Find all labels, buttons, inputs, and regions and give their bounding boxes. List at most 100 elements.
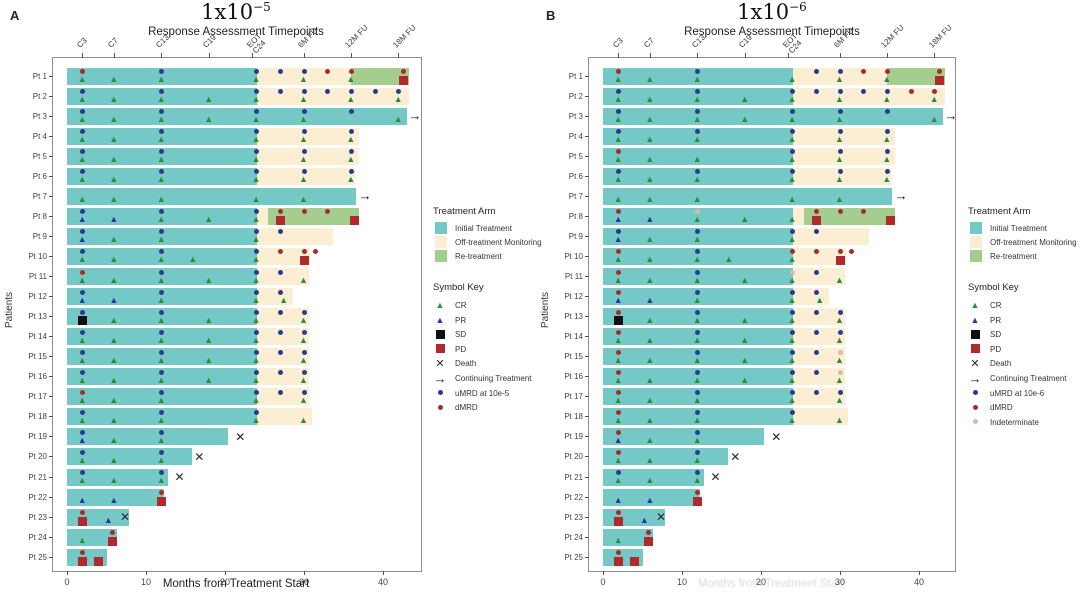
cr-triangle-marker: ▲ (692, 475, 702, 485)
arrow-icon: → (433, 370, 447, 386)
pr-triangle-marker: ▲ (613, 214, 623, 225)
pr-triangle-marker: ▲ (645, 495, 655, 506)
patient-label: Pt 8 (568, 211, 583, 221)
umrd-dot (254, 69, 260, 74)
dmrd-dot (325, 209, 331, 215)
bar-re-treatment (268, 207, 360, 225)
patient-tick (585, 356, 589, 358)
cr-triangle-marker: ▲ (156, 414, 166, 425)
x-tick-label: 0 (64, 577, 70, 587)
cr-triangle-marker: ▲ (204, 314, 214, 325)
pr-triangle-marker: ▲ (109, 214, 119, 225)
legend-symbol-label: Indeterminate (990, 417, 1039, 427)
umrd-dot (159, 209, 165, 215)
patient-tick (585, 436, 589, 438)
cr-triangle-marker: ▲ (251, 94, 261, 105)
patient-tick (585, 376, 589, 378)
cr-triangle-marker: ▲ (251, 334, 261, 345)
x-tick (918, 571, 920, 575)
cr-triangle-marker: ▲ (299, 354, 308, 365)
umrd-dot (616, 129, 622, 135)
umrd-dot (80, 449, 86, 455)
umrd-dot (790, 409, 796, 415)
pr-triangle-marker: ▲ (109, 495, 119, 506)
umrd-dot (813, 389, 819, 395)
umrd-dot (837, 149, 843, 155)
bar-initial-treatment (603, 127, 793, 145)
bar-initial-treatment (67, 288, 257, 306)
cr-triangle-marker: ▲ (109, 194, 119, 205)
bar-off-treatment-monitoring (256, 87, 410, 105)
umrd-dot (80, 429, 86, 435)
cr-triangle-marker: ▲ (346, 74, 356, 84)
legend-swatch-re (970, 250, 982, 262)
cr-triangle-marker: ▲ (204, 354, 214, 365)
pd-square-marker (78, 516, 88, 526)
dmrd-dot (646, 530, 652, 536)
umrd-dot (80, 169, 86, 175)
umrd-dot (861, 89, 867, 95)
dmrd-dot (301, 249, 307, 255)
umrd-dot (396, 89, 402, 95)
bar-initial-treatment (603, 227, 793, 245)
death-x-marker: ✕ (235, 429, 246, 444)
x-tick (66, 571, 68, 575)
cr-triangle-marker: ▲ (835, 374, 844, 385)
cr-triangle-marker: ▲ (645, 475, 655, 485)
cr-triangle-marker: ▲ (77, 114, 87, 125)
bar-off-treatment-monitoring (792, 207, 805, 225)
umrd-dot (159, 129, 165, 135)
cr-triangle-marker: ▲ (77, 254, 87, 265)
pd-square-marker (108, 536, 118, 546)
pd-square-marker (630, 556, 640, 566)
umrd-dot (695, 289, 701, 295)
cr-triangle-marker: ▲ (204, 94, 214, 105)
umrd-dot (348, 109, 354, 115)
patient-label: Pt 15 (564, 352, 583, 362)
legend-symbol-label: PR (455, 315, 467, 325)
timepoint-tick (398, 53, 400, 58)
bar-initial-treatment (67, 308, 257, 326)
patient-label: Pt 16 (28, 372, 47, 382)
patient-tick (49, 135, 53, 137)
cr-triangle-marker: ▲ (251, 294, 261, 305)
umrd-dot (159, 470, 165, 475)
patient-label: Pt 4 (568, 131, 583, 141)
bar-initial-treatment (603, 207, 793, 225)
cr-triangle-marker: ▲ (645, 334, 655, 345)
bar-initial-treatment (67, 207, 257, 225)
cr-triangle-marker: ▲ (188, 254, 198, 265)
umrd-dot (277, 89, 283, 95)
umrd-dot (348, 169, 354, 175)
umrd-dot (837, 329, 843, 335)
timepoint-tick (839, 53, 841, 58)
patient-tick (585, 316, 589, 318)
bar-initial-treatment (67, 67, 257, 85)
timepoint-label: C7 (642, 35, 657, 50)
umrd-dot (372, 89, 378, 95)
timepoint-tick (649, 53, 651, 58)
cr-triangle-marker: ▲ (251, 134, 261, 145)
cr-triangle-marker: ▲ (299, 154, 308, 165)
cr-triangle-marker: ▲ (251, 414, 261, 425)
cr-triangle-marker: ▲ (613, 414, 623, 425)
pd-square-marker (835, 255, 845, 265)
death-x-marker: ✕ (119, 510, 131, 525)
cr-triangle-marker: ▲ (740, 354, 750, 365)
cr-triangle-marker: ▲ (692, 134, 702, 145)
x-tick (145, 571, 147, 575)
patient-tick (585, 95, 589, 97)
legend-symbol-label: dMRD (455, 403, 478, 413)
bar-off-treatment-monitoring (256, 227, 334, 245)
cr-triangle-marker: ▲ (77, 74, 87, 84)
bar-initial-treatment (603, 107, 943, 125)
umrd-dot (277, 349, 283, 355)
bar-initial-treatment (67, 127, 257, 145)
cr-triangle-marker: ▲ (835, 114, 844, 125)
sd-square-marker (614, 316, 624, 326)
x-tick-label: 10 (676, 577, 687, 587)
patient-label: Pt 10 (564, 251, 583, 261)
dmrd-dot (616, 369, 622, 375)
cr-triangle-marker: ▲ (77, 354, 87, 365)
umrd-dot (884, 149, 890, 155)
